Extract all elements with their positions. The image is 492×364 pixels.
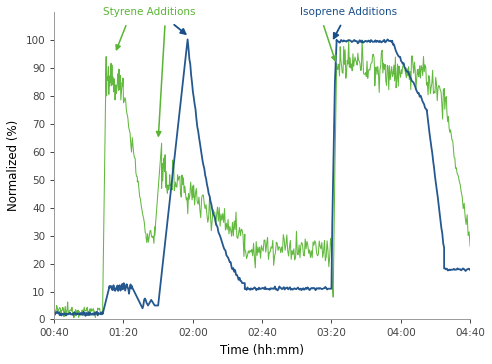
Text: Isoprene Additions: Isoprene Additions: [300, 7, 398, 17]
X-axis label: Time (hh:mm): Time (hh:mm): [220, 344, 304, 357]
Text: Styrene Additions: Styrene Additions: [103, 7, 196, 17]
Y-axis label: Normalized (%): Normalized (%): [7, 120, 20, 211]
